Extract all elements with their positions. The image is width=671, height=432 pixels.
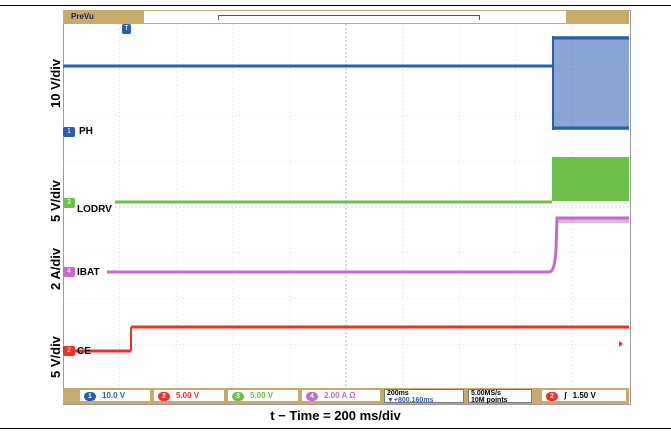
trigger-source-badge: 2 bbox=[546, 392, 558, 401]
ch2-ground-marker[interactable]: 2 bbox=[63, 346, 75, 356]
ch3-ground-marker[interactable]: 3 bbox=[63, 198, 75, 208]
ch1-readout[interactable]: 1 10.0 V bbox=[80, 390, 150, 401]
record-view-range[interactable] bbox=[218, 15, 480, 20]
top-rule bbox=[0, 5, 671, 6]
trigger-readout[interactable]: 2 ʃ 1.50 V bbox=[542, 390, 626, 401]
scope-frame bbox=[63, 10, 631, 405]
lodrv-switching-burst bbox=[552, 157, 629, 201]
record-length-value: 10M points bbox=[471, 397, 508, 404]
ch4-scale-label: 2 A/div bbox=[48, 247, 63, 290]
trigger-position-marker[interactable]: T bbox=[122, 24, 131, 34]
ch1-scale-label: 10 V/div bbox=[48, 58, 63, 108]
timebase-readout[interactable]: 200ms ▼+800.160ms bbox=[384, 389, 464, 404]
ch2-scale-label: 5 V/div bbox=[48, 336, 63, 378]
record-window-bar bbox=[144, 11, 566, 23]
ch1-badge: 1 bbox=[84, 392, 96, 401]
ch1-name-label: PH bbox=[79, 126, 93, 137]
ch3-readout-value: 5.00 V bbox=[250, 391, 274, 400]
ch2-readout[interactable]: 2 5.00 V bbox=[154, 390, 224, 401]
trigger-level-value: 1.50 V bbox=[572, 391, 596, 400]
ch4-ground-marker[interactable]: 4 bbox=[63, 267, 75, 277]
ch2-readout-value: 5.00 V bbox=[176, 391, 200, 400]
figure-caption: t − Time = 200 ms/div bbox=[270, 408, 401, 423]
ch4-readout[interactable]: 4 2.00 A Ω bbox=[302, 390, 380, 401]
topbar-right bbox=[566, 11, 628, 23]
acquisition-readout[interactable]: 5.00MS/s 10M points bbox=[468, 389, 532, 404]
ph-switching-burst bbox=[553, 36, 629, 130]
ibat-step bbox=[549, 216, 629, 274]
ch3-name-label: LODRV bbox=[77, 204, 112, 215]
waveform-display bbox=[63, 24, 629, 390]
ibat-ripple bbox=[557, 218, 629, 223]
ch2-badge: 2 bbox=[158, 392, 170, 401]
graticule bbox=[63, 24, 629, 390]
sample-rate-value: 5.00MS/s bbox=[471, 390, 501, 397]
ch2-name-label: CE bbox=[77, 346, 91, 357]
ch3-badge: 3 bbox=[232, 392, 244, 401]
ch3-readout[interactable]: 3 5.00 V bbox=[228, 390, 298, 401]
preview-label: PreVu bbox=[63, 11, 126, 23]
ch4-name-label: IBAT bbox=[77, 267, 100, 278]
ch4-readout-value: 2.00 A Ω bbox=[324, 391, 356, 400]
traces bbox=[63, 36, 629, 353]
ch1-ground-marker[interactable]: 1 bbox=[63, 127, 75, 137]
ch1-readout-value: 10.0 V bbox=[102, 391, 126, 400]
timebase-value: 200ms bbox=[387, 390, 409, 397]
ch3-scale-label: 5 V/div bbox=[48, 180, 63, 222]
ch4-badge: 4 bbox=[306, 392, 318, 401]
bottom-rule bbox=[0, 428, 671, 429]
trigger-slope-icon: ʃ bbox=[564, 391, 567, 400]
trigger-level-arrow bbox=[619, 341, 623, 347]
trigger-delay-value: ▼+800.160ms bbox=[387, 397, 434, 404]
